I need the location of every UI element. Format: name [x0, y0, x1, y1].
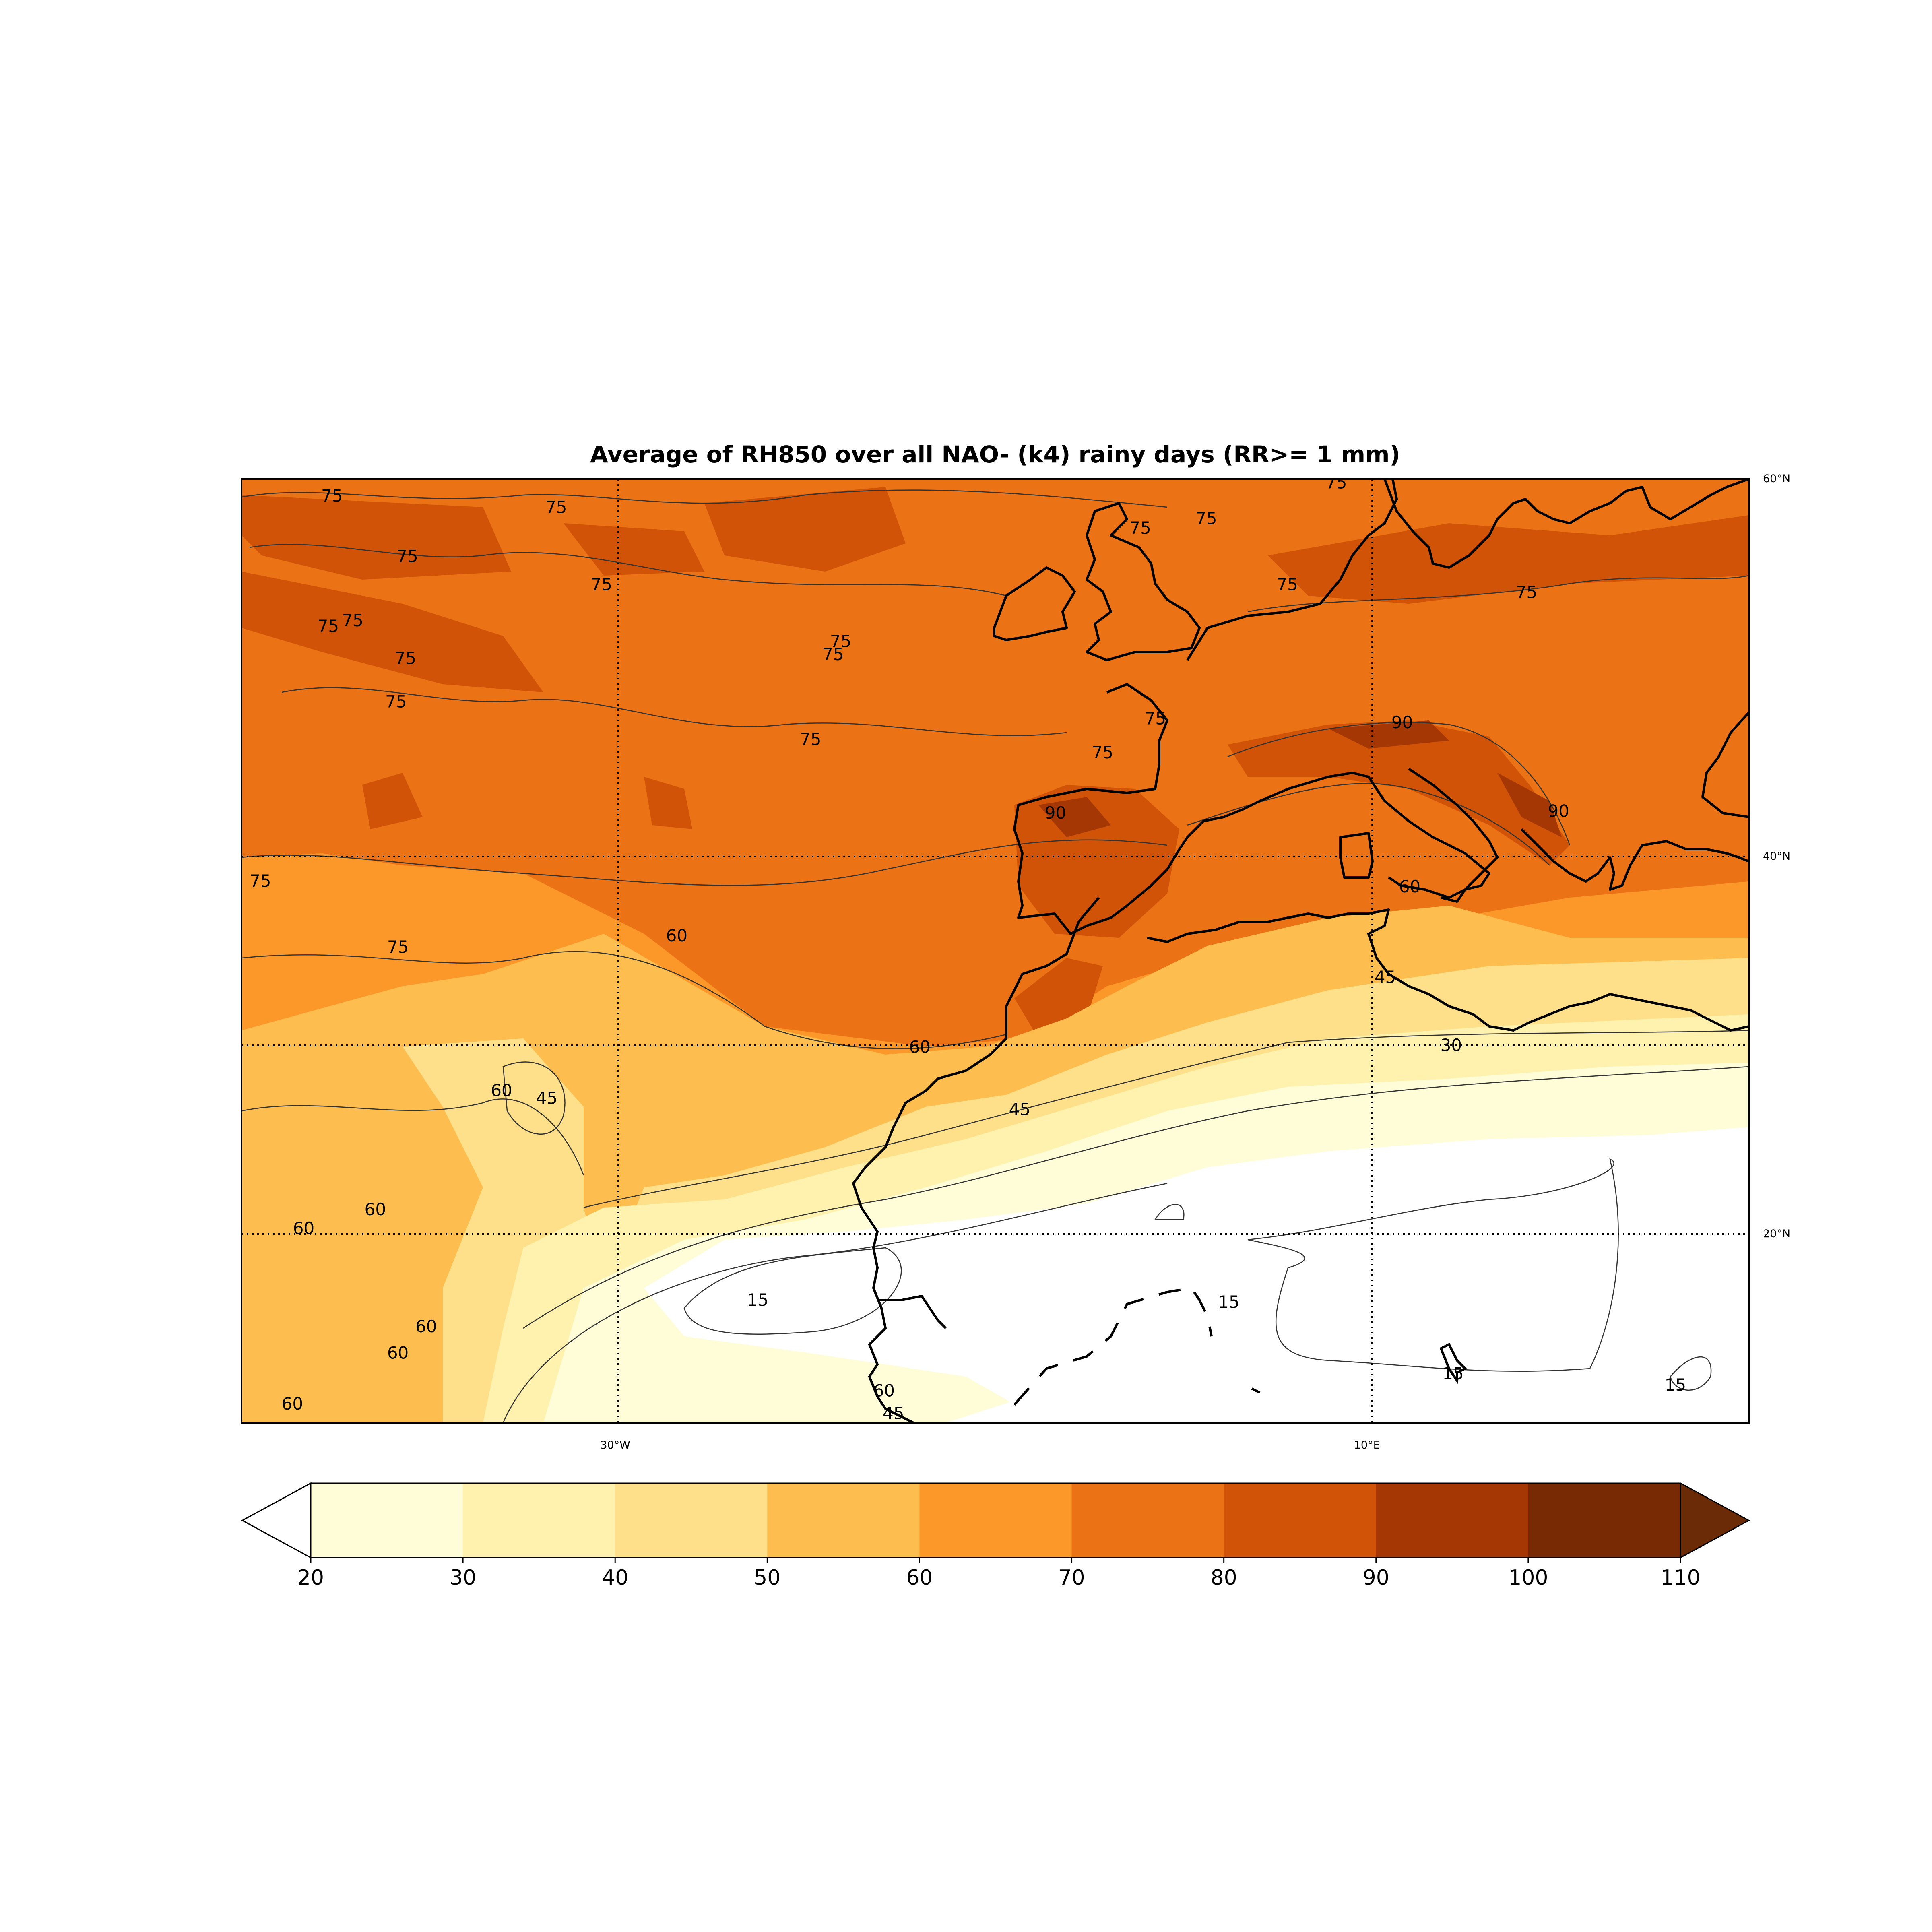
contour-label: 90: [1391, 712, 1413, 732]
colorbar-segment: [767, 1483, 920, 1558]
contour-lines: [242, 489, 1749, 1423]
contour-label: 75: [250, 871, 271, 891]
contour-label: 75: [342, 611, 363, 630]
sardinia-coast: [1339, 832, 1374, 879]
colorbar-segment: [1528, 1483, 1681, 1558]
colorbar-segment: [463, 1483, 615, 1558]
contour-label: 45: [883, 1404, 904, 1423]
contour-label: 75: [830, 631, 851, 651]
contour-label: 90: [1548, 801, 1569, 821]
contour-label: 45: [1375, 967, 1396, 987]
europe-coast: [1186, 479, 1398, 661]
contour-label: 75: [321, 486, 343, 506]
contour-label: 15: [1218, 1292, 1239, 1312]
africa-north-coast: [1147, 908, 1749, 1032]
lat-label-20n: 20°N: [1763, 1228, 1791, 1240]
contour-label: 75: [590, 575, 612, 594]
inlet-boundary: [1439, 1342, 1468, 1385]
contour-label: 75: [1516, 582, 1537, 602]
contour-label: 45: [536, 1088, 557, 1108]
italy-coast: [1388, 768, 1499, 899]
contour-label: 75: [1195, 508, 1217, 528]
contour-label: 75: [822, 644, 844, 664]
boundary-lines: [1013, 1286, 1261, 1406]
colorbar-frame: [310, 1482, 1681, 1558]
colorbar-tick-label: 90: [1362, 1566, 1389, 1590]
map-frame: [241, 478, 1750, 1424]
contour-label: 75: [1325, 473, 1347, 492]
map-title: Average of RH850 over all NAO- (k4) rain…: [590, 441, 1401, 468]
contour-label: 75: [396, 546, 418, 566]
contour-label: 75: [395, 648, 416, 668]
contour-label: 60: [873, 1381, 895, 1400]
colorbar-tick-label: 80: [1210, 1566, 1237, 1590]
contour-label: 60: [666, 926, 687, 945]
colorbar-segment: [1071, 1483, 1224, 1558]
colorbar-under-extension: [241, 1482, 312, 1559]
colorbar-tick-label: 60: [906, 1566, 933, 1590]
colorbar-tick-label: 70: [1058, 1566, 1085, 1590]
africa-west-coast: [852, 897, 1100, 1423]
lon-label-30w: 30°W: [600, 1439, 630, 1451]
contour-label: 60: [387, 1343, 409, 1362]
contour-label: 60: [909, 1037, 931, 1057]
lat-label-60n: 60°N: [1763, 473, 1791, 485]
colorbar-tick-label: 100: [1508, 1566, 1548, 1590]
contour-label: 60: [282, 1394, 303, 1414]
contour-label: 60: [491, 1081, 512, 1100]
rh-fill-layer: [242, 479, 1749, 1423]
colorbar-tick-label: 40: [602, 1566, 629, 1590]
colorbar-segment: [615, 1483, 768, 1558]
contour-label: 75: [1129, 518, 1151, 538]
contour-label: 60: [1399, 877, 1420, 896]
contour-label: 60: [365, 1199, 386, 1219]
contour-label: 75: [1092, 743, 1113, 762]
contour-label: 75: [385, 691, 407, 711]
contour-label: 60: [293, 1218, 314, 1238]
colorbar: [241, 1482, 1750, 1563]
ireland-coast: [993, 566, 1076, 641]
contour-label: 15: [1442, 1364, 1463, 1383]
contour-label: 75: [1276, 575, 1298, 594]
balkans-north: [1701, 711, 1749, 818]
contour-label: 30: [1441, 1035, 1462, 1055]
colorbar-segment: [919, 1483, 1072, 1558]
colorbar-segment: [1224, 1483, 1377, 1558]
colorbar-segment: [311, 1483, 463, 1558]
contour-label: 45: [1009, 1099, 1030, 1119]
colorbar-tick-label: 20: [297, 1566, 324, 1590]
contour-label: 90: [1045, 803, 1066, 823]
coastlines: [852, 479, 1749, 1423]
colorbar-over-extension: [1680, 1482, 1750, 1559]
gambia-coast: [877, 1295, 947, 1329]
contour-label: 15: [1665, 1375, 1686, 1395]
colorbar-tick-label: 50: [754, 1566, 781, 1590]
colorbar-tick-label: 110: [1660, 1566, 1701, 1590]
contour-label: 75: [545, 497, 567, 517]
contour-label: 60: [415, 1317, 437, 1336]
contour-label: 75: [1145, 709, 1166, 729]
scandinavia-coast: [1383, 479, 1749, 569]
lat-label-40n: 40°N: [1763, 850, 1791, 863]
france-coast: [1013, 683, 1490, 935]
contour-label: 75: [387, 937, 409, 957]
contour-label: 75: [800, 729, 821, 749]
contour-label: 15: [747, 1290, 768, 1310]
colorbar-tick-label: 30: [450, 1566, 477, 1590]
great-britain-coast: [1086, 502, 1201, 661]
colorbar-segment: [1376, 1483, 1529, 1558]
balkans-coast: [1520, 828, 1749, 891]
contour-label: 75: [318, 616, 339, 636]
lon-label-10e: 10°E: [1354, 1439, 1380, 1451]
